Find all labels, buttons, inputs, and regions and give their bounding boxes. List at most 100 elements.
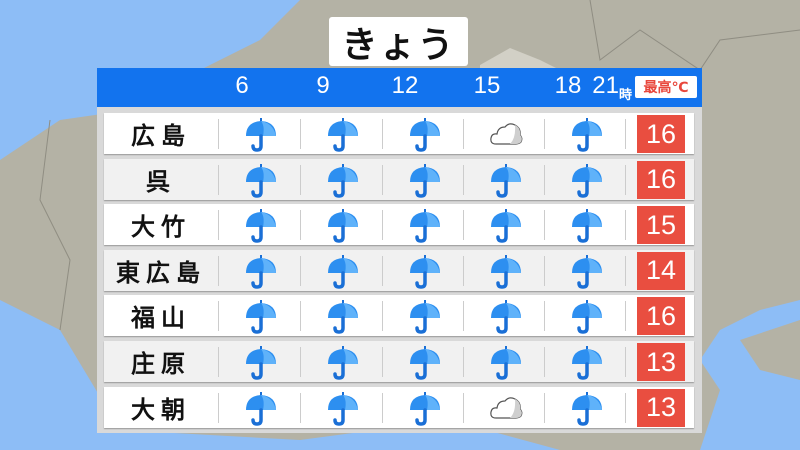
column-divider [625, 347, 626, 377]
umbrella-icon [243, 253, 279, 289]
umbrella-icon [325, 162, 361, 198]
umbrella-icon [569, 344, 605, 380]
column-divider [382, 164, 383, 195]
column-divider [625, 164, 626, 195]
column-divider [382, 255, 383, 286]
umbrella-icon [569, 253, 605, 289]
column-divider [300, 255, 301, 286]
umbrella-icon [407, 344, 443, 380]
column-divider [544, 119, 545, 149]
umbrella-icon [243, 344, 279, 380]
column-divider [625, 210, 626, 241]
umbrella-icon [488, 344, 524, 380]
column-divider [463, 164, 464, 195]
max-temp-badge: 16 [637, 297, 685, 336]
umbrella-icon [407, 298, 443, 335]
table-row: 呉 16 [104, 158, 694, 200]
column-divider [544, 347, 545, 377]
umbrella-icon [569, 116, 605, 152]
hour-label: 9 [316, 72, 330, 99]
cloud-icon [488, 390, 524, 426]
umbrella-icon [407, 390, 443, 426]
umbrella-icon [243, 298, 279, 335]
umbrella-icon [407, 116, 443, 152]
column-divider [544, 392, 545, 423]
umbrella-icon [569, 207, 605, 243]
umbrella-icon [243, 390, 279, 426]
umbrella-icon [488, 298, 524, 335]
umbrella-icon [488, 162, 524, 198]
umbrella-icon [488, 207, 524, 243]
hour-label: 12 [391, 72, 419, 99]
column-divider [544, 210, 545, 241]
table-row: 福山 16 [104, 295, 694, 337]
forecast-table: 時 最高℃ 6 9 12 15 18 21 広島 16 呉 16 大竹 15 東広島 14 福山 16 庄原 1… [97, 68, 702, 433]
column-divider [300, 164, 301, 195]
column-divider [300, 347, 301, 377]
umbrella-icon [407, 253, 443, 289]
umbrella-icon [325, 116, 361, 152]
table-row: 大朝 13 [104, 386, 694, 428]
column-divider [382, 301, 383, 332]
max-temp-label: 最高℃ [635, 76, 697, 98]
column-divider [218, 255, 219, 286]
column-divider [463, 210, 464, 241]
cloud-icon [488, 116, 524, 152]
hour-label: 18 [554, 72, 582, 99]
column-divider [218, 119, 219, 149]
table-row: 東広島 14 [104, 249, 694, 291]
table-header: 時 最高℃ 6 9 12 15 18 21 [97, 68, 702, 107]
column-divider [218, 301, 219, 332]
max-temp-badge: 16 [637, 115, 685, 153]
column-divider [544, 301, 545, 332]
hour-label: 6 [235, 72, 249, 99]
umbrella-icon [569, 162, 605, 198]
column-divider [218, 210, 219, 241]
city-name: 庄原 [131, 350, 191, 378]
max-temp-badge: 14 [637, 251, 685, 290]
column-divider [463, 301, 464, 332]
city-name: 福山 [131, 304, 191, 333]
column-divider [382, 119, 383, 149]
column-divider [625, 301, 626, 332]
umbrella-icon [407, 207, 443, 243]
column-divider [218, 347, 219, 377]
table-row: 大竹 15 [104, 204, 694, 246]
column-divider [463, 392, 464, 423]
column-divider [625, 119, 626, 149]
city-name: 東広島 [116, 258, 206, 287]
column-divider [382, 210, 383, 241]
umbrella-icon [325, 207, 361, 243]
max-temp-badge: 16 [637, 160, 685, 199]
column-divider [463, 347, 464, 377]
umbrella-icon [325, 253, 361, 289]
umbrella-icon [569, 390, 605, 426]
column-divider [218, 392, 219, 423]
column-divider [300, 210, 301, 241]
column-divider [625, 392, 626, 423]
table-row: 広島 16 [104, 113, 694, 154]
umbrella-icon [325, 344, 361, 380]
umbrella-icon [243, 116, 279, 152]
city-name: 広島 [131, 122, 191, 150]
city-name: 大朝 [131, 395, 191, 424]
umbrella-icon [325, 298, 361, 335]
umbrella-icon [569, 298, 605, 335]
max-temp-badge: 15 [637, 206, 685, 245]
umbrella-icon [488, 253, 524, 289]
column-divider [625, 255, 626, 286]
column-divider [382, 347, 383, 377]
max-temp-badge: 13 [637, 388, 685, 427]
table-row: 庄原 13 [104, 341, 694, 382]
column-divider [382, 392, 383, 423]
column-divider [218, 164, 219, 195]
column-divider [463, 255, 464, 286]
max-temp-badge: 13 [637, 343, 685, 381]
column-divider [300, 119, 301, 149]
hour-label: 15 [473, 72, 501, 99]
column-divider [463, 119, 464, 149]
column-divider [544, 164, 545, 195]
column-divider [300, 301, 301, 332]
column-divider [544, 255, 545, 286]
column-divider [300, 392, 301, 423]
